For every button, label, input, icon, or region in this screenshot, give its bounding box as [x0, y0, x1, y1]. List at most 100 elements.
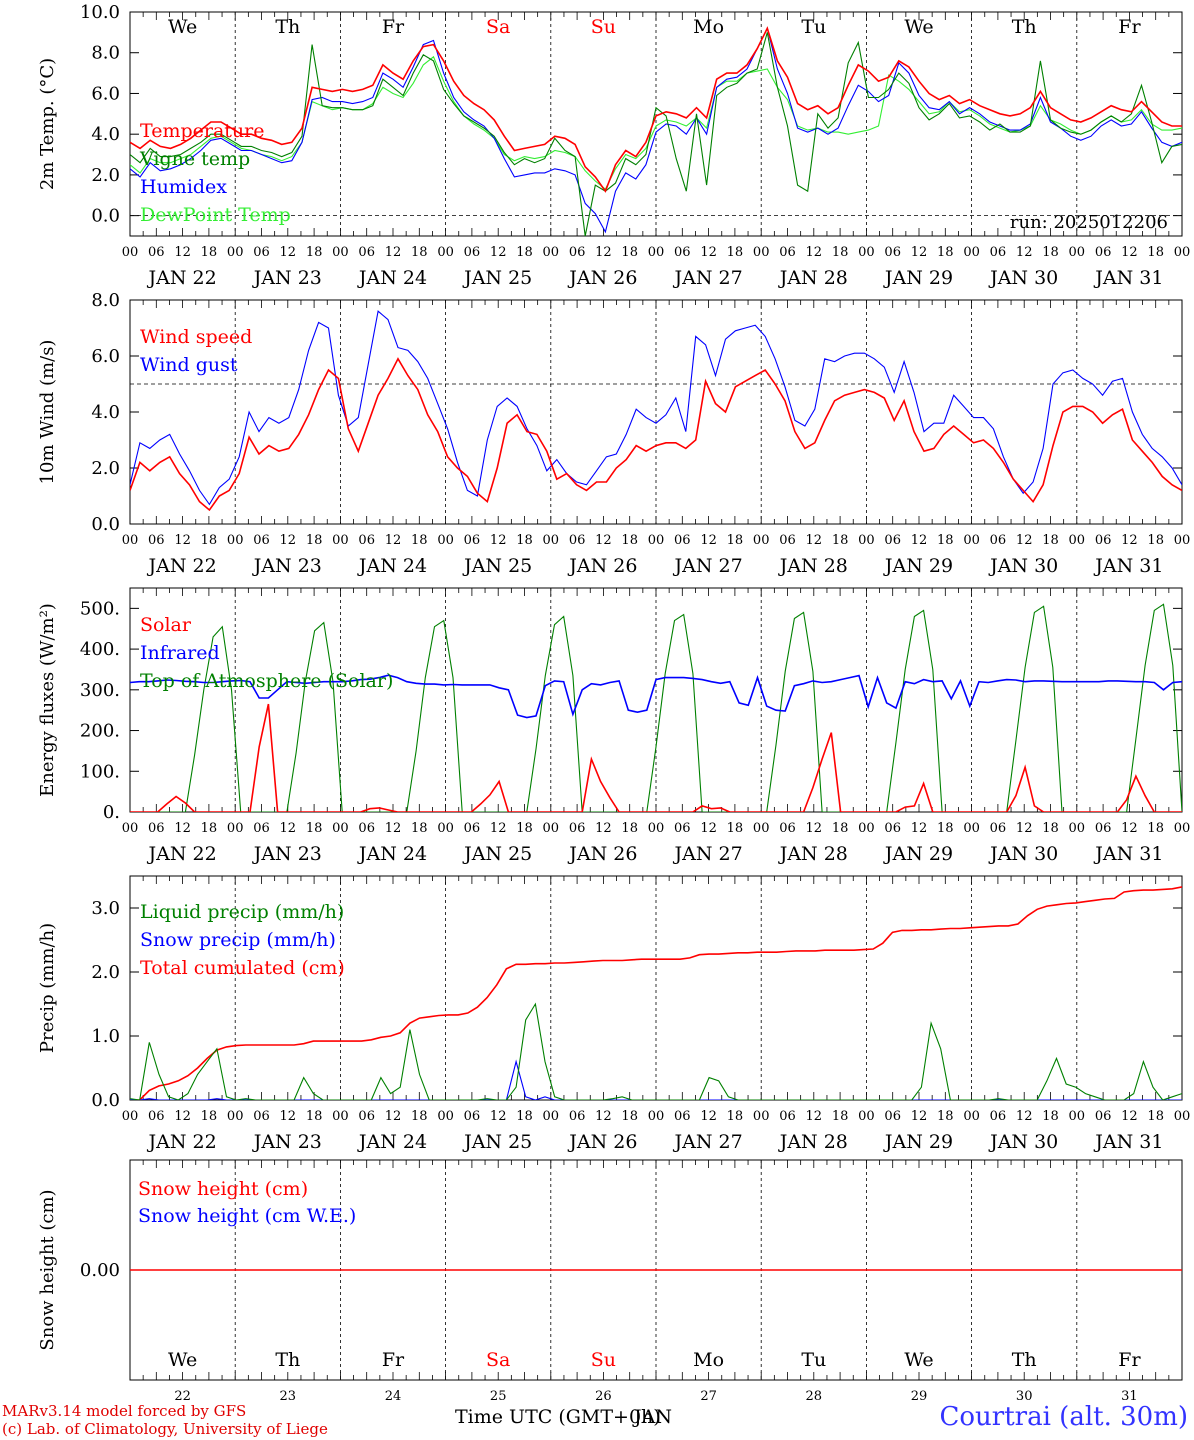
- hour-tick-label: 18: [306, 821, 323, 836]
- date-label: JAN 25: [462, 267, 532, 289]
- hour-tick-label: 12: [490, 245, 507, 260]
- hour-tick-label: 18: [621, 533, 638, 548]
- date-label: JAN 22: [147, 1131, 217, 1153]
- y-tick-label: 10.0: [80, 2, 120, 23]
- y-tick-label: 400.: [80, 639, 120, 660]
- weekday-label: Th: [1012, 1349, 1037, 1371]
- date-label: JAN 24: [357, 267, 427, 289]
- hour-tick-label: 00: [858, 1109, 875, 1124]
- date-label: JAN 23: [252, 555, 322, 577]
- y-axis-title: Snow height (cm): [37, 1189, 58, 1350]
- hour-tick-label: 06: [884, 1109, 901, 1124]
- hour-tick-label: 00: [753, 533, 770, 548]
- legend-entry: Temperature: [140, 120, 264, 142]
- hour-tick-label: 12: [700, 245, 717, 260]
- hour-tick-label: 12: [1121, 1109, 1138, 1124]
- hour-tick-label: 18: [201, 245, 218, 260]
- hour-tick-label: 18: [1147, 1109, 1164, 1124]
- hour-tick-label: 12: [1121, 533, 1138, 548]
- date-label: JAN 24: [357, 555, 427, 577]
- date-label: JAN 25: [462, 843, 532, 865]
- hour-tick-label: 18: [306, 533, 323, 548]
- weekday-label: Th: [275, 16, 300, 38]
- hour-tick-label: 00: [1174, 821, 1191, 836]
- y-tick-label: 300.: [80, 680, 120, 701]
- hour-tick-label: 12: [595, 821, 612, 836]
- hour-tick-label: 06: [358, 245, 375, 260]
- hour-tick-label: 12: [174, 533, 191, 548]
- hour-tick-label: 06: [253, 245, 270, 260]
- date-label: JAN 27: [673, 555, 743, 577]
- date-label: JAN 22: [147, 843, 217, 865]
- y-axis-title: Energy fluxes (W/m²): [37, 603, 58, 797]
- hour-tick-label: 00: [437, 821, 454, 836]
- legend-entry: Snow precip (mm/h): [140, 929, 336, 951]
- hour-tick-label: 18: [1042, 245, 1059, 260]
- hour-tick-label: 18: [937, 1109, 954, 1124]
- hour-tick-label: 00: [332, 533, 349, 548]
- hour-tick-label: 12: [806, 821, 823, 836]
- hour-tick-label: 06: [569, 245, 586, 260]
- hour-tick-label: 06: [148, 533, 165, 548]
- day-number-label: 27: [700, 1389, 717, 1404]
- hour-tick-label: 18: [832, 821, 849, 836]
- hour-tick-label: 06: [990, 533, 1007, 548]
- hour-tick-label: 12: [1016, 245, 1033, 260]
- date-label: JAN 26: [567, 555, 637, 577]
- hour-tick-label: 06: [253, 533, 270, 548]
- date-label: JAN 24: [357, 1131, 427, 1153]
- hour-tick-label: 12: [385, 821, 402, 836]
- hour-tick-label: 18: [937, 533, 954, 548]
- hour-tick-label: 00: [543, 533, 560, 548]
- panel-temperature: 0.0 2.0 4.0 6.0 8.0 10.0 2m Temp. (°C) Temperat…: [37, 2, 1190, 289]
- hour-tick-label: 00: [1069, 1109, 1086, 1124]
- weekday-label: Th: [275, 1349, 300, 1371]
- legend-entry: Top of Atmosphere (Solar): [140, 670, 393, 692]
- series-line-wind-gust: [130, 310, 1182, 506]
- hour-tick-label: 00: [332, 245, 349, 260]
- hour-tick-label: 00: [648, 245, 665, 260]
- hour-tick-label: 06: [464, 821, 481, 836]
- hour-tick-label: 06: [358, 821, 375, 836]
- hour-tick-label: 18: [727, 1109, 744, 1124]
- hour-tick-label: 12: [280, 821, 297, 836]
- hour-tick-label: 00: [648, 821, 665, 836]
- hour-tick-label: 06: [779, 1109, 796, 1124]
- date-label: JAN 23: [252, 267, 322, 289]
- hour-tick-label: 06: [569, 821, 586, 836]
- hour-tick-label: 06: [990, 1109, 1007, 1124]
- hour-tick-label: 00: [122, 245, 139, 260]
- legend-entry: Liquid precip (mm/h): [140, 901, 344, 923]
- y-tick-label: 500.: [80, 598, 120, 619]
- y-tick-label: 3.0: [91, 898, 120, 919]
- weekday-label: Sa: [486, 1349, 510, 1371]
- hour-tick-label: 12: [806, 533, 823, 548]
- hour-tick-label: 18: [201, 821, 218, 836]
- hour-tick-label: 18: [937, 821, 954, 836]
- y-tick-label: 8.0: [91, 290, 120, 311]
- hour-tick-label: 00: [648, 533, 665, 548]
- hour-tick-label: 06: [779, 821, 796, 836]
- date-label: JAN 24: [357, 843, 427, 865]
- day-number-label: 31: [1121, 1389, 1138, 1404]
- hour-tick-label: 12: [911, 821, 928, 836]
- weekday-label: Fr: [1118, 1349, 1141, 1371]
- hour-tick-label: 12: [911, 1109, 928, 1124]
- hour-tick-label: 06: [884, 821, 901, 836]
- hour-tick-label: 00: [122, 1109, 139, 1124]
- hour-tick-label: 18: [621, 245, 638, 260]
- date-label: JAN 22: [147, 555, 217, 577]
- hour-tick-label: 12: [174, 1109, 191, 1124]
- hour-tick-label: 06: [464, 245, 481, 260]
- hour-tick-label: 12: [1016, 1109, 1033, 1124]
- hour-tick-label: 06: [884, 533, 901, 548]
- y-tick-label: 2.0: [91, 962, 120, 983]
- hour-tick-label: 12: [1016, 821, 1033, 836]
- hour-tick-label: 00: [227, 821, 244, 836]
- hour-tick-label: 12: [595, 245, 612, 260]
- date-label: JAN 27: [673, 843, 743, 865]
- hour-tick-label: 06: [779, 533, 796, 548]
- y-tick-label: 100.: [80, 761, 120, 782]
- hour-tick-label: 18: [727, 245, 744, 260]
- hour-tick-label: 12: [700, 533, 717, 548]
